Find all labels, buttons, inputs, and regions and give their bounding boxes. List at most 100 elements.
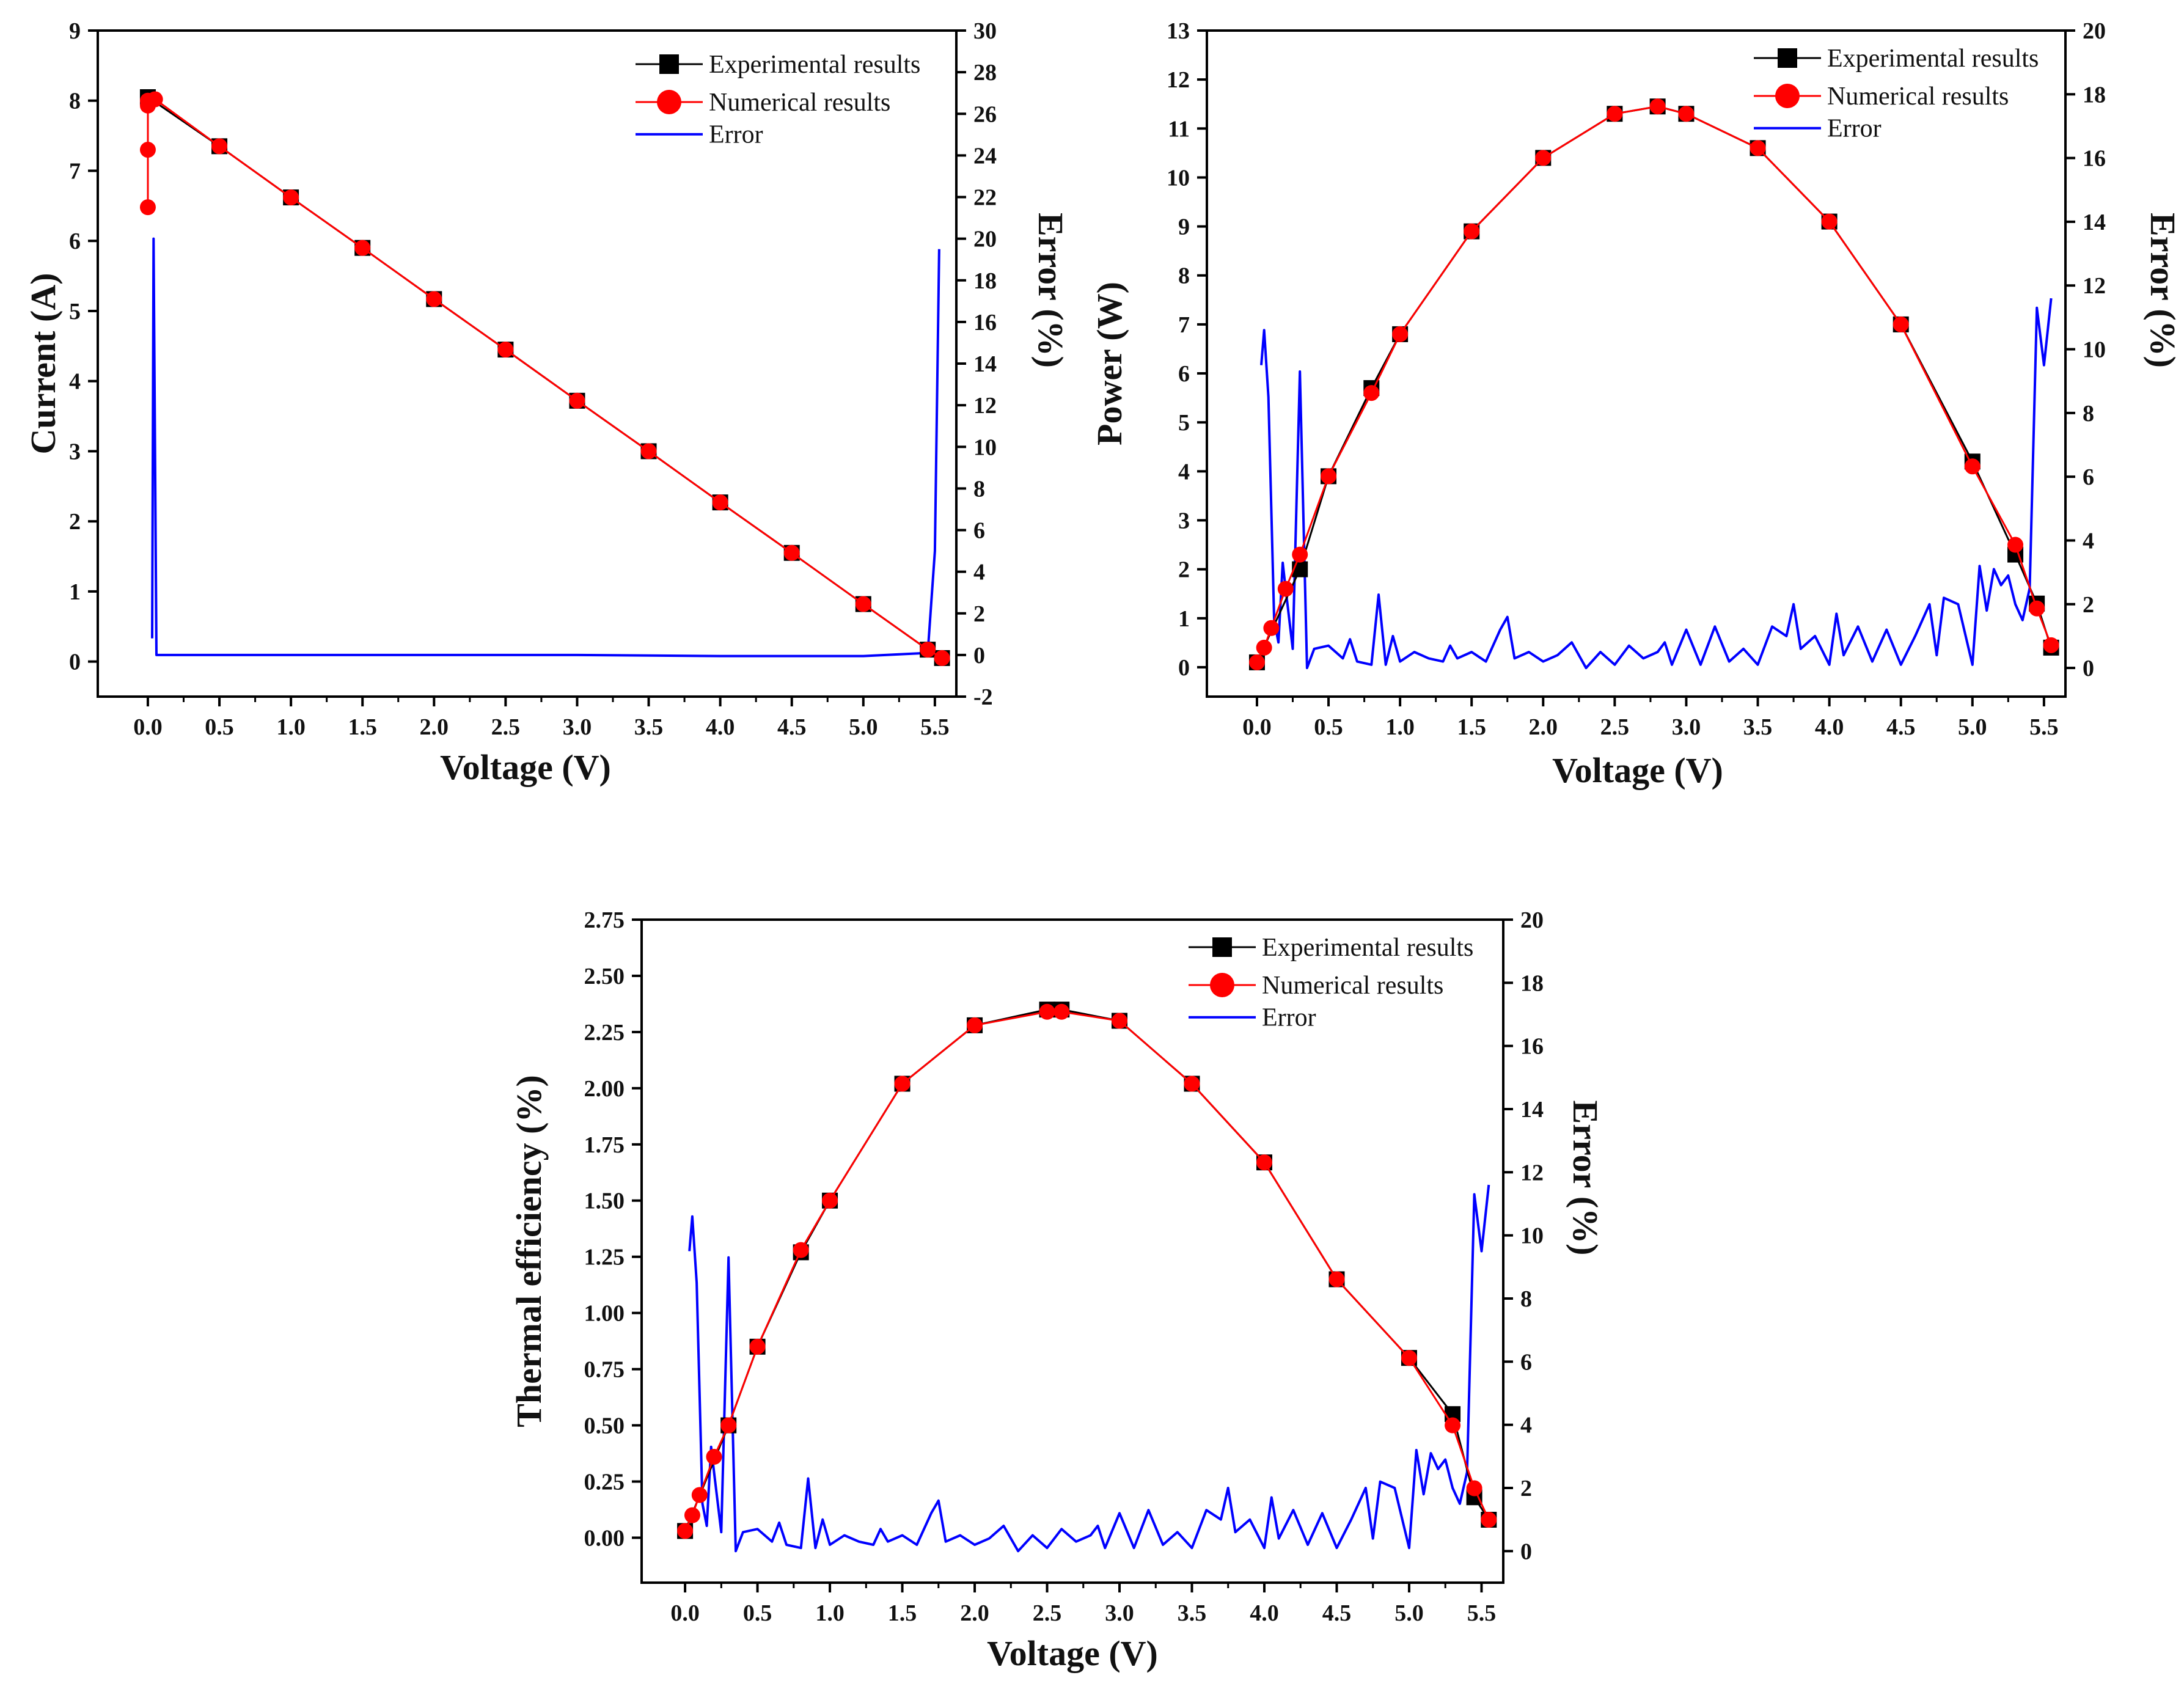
y2-tick-label: 14 (1520, 1097, 1544, 1123)
x-tick-label: 5.5 (1467, 1600, 1497, 1626)
legend-numerical-marker (1775, 84, 1800, 108)
numerical-line (1256, 105, 2052, 663)
numerical-point (2007, 537, 2024, 553)
y-tick-label: 2.25 (584, 1020, 625, 1046)
numerical-point (1256, 1154, 1272, 1171)
numerical-point (1678, 106, 1695, 122)
x-tick-label: 2.0 (960, 1600, 989, 1626)
y-tick-label: 13 (1167, 18, 1190, 44)
numerical-point (1750, 140, 1766, 156)
y2-tick-label: 0 (973, 643, 985, 669)
x-tick-label: 3.0 (1672, 714, 1701, 740)
x-tick-label: 5.0 (1394, 1600, 1424, 1626)
legend-experimental-label: Experimental results (1262, 934, 1473, 962)
numerical-point (1363, 385, 1380, 401)
legend-experimental-label: Experimental results (1827, 45, 2039, 73)
x-tick-label: 4.0 (706, 714, 735, 740)
y2-axis-title: Error (%) (1566, 1101, 1605, 1256)
chart-thermal: 0.0 0.5 1.0 1.5 2.0 2.5 3.0 3.5 4.0 4.5 5.0 5.5 0.00… (509, 907, 1605, 1673)
y2-tick-label: 14 (973, 351, 997, 377)
numerical-point (720, 1417, 737, 1434)
x-tick-label: 0.5 (1314, 714, 1343, 740)
y2-tick-label: 10 (1520, 1223, 1544, 1249)
y2-tick-label: 10 (973, 434, 997, 460)
x-tick-label: 1.5 (888, 1600, 917, 1626)
y2-tick-label: 18 (973, 268, 997, 294)
y-tick-label: 6 (69, 229, 81, 254)
x-tick-label: 2.0 (420, 714, 449, 740)
y2-tick-label: 4 (2083, 528, 2094, 554)
y-tick-label: 8 (69, 89, 81, 114)
y-tick-label: 5 (1178, 410, 1190, 436)
y-tick-label: 2.50 (584, 964, 625, 989)
legend-numerical-marker (657, 90, 681, 114)
x-tick-label: 4.5 (777, 714, 807, 740)
numerical-point (2029, 600, 2045, 617)
x-axis-title: Voltage (V) (1552, 750, 1723, 790)
legend-numerical-label: Numerical results (1262, 972, 1443, 1000)
y2-axis-title: Error (%) (1031, 213, 1071, 368)
numerical-point (684, 1507, 700, 1523)
y2-tick-label: 20 (2083, 18, 2106, 44)
error-line (688, 1184, 1490, 1553)
y-tick-label: 10 (1167, 165, 1190, 191)
numerical-point (1893, 316, 1909, 332)
x-tick-label: 3.5 (634, 714, 664, 740)
numerical-point (1649, 98, 1666, 115)
x-tick-label: 2.5 (1033, 1600, 1062, 1626)
numerical-point (1039, 1003, 1055, 1020)
numerical-point (283, 189, 299, 206)
legend-numerical-label: Numerical results (709, 89, 890, 117)
numerical-point (920, 642, 936, 658)
x-tick-label: 0.5 (205, 714, 234, 740)
x-axis-title: Voltage (V) (987, 1633, 1158, 1673)
x-tick-label: 4.0 (1250, 1600, 1279, 1626)
y-axis-title: Thermal efficiency (%) (509, 1075, 549, 1427)
y2-tick-label: 16 (973, 310, 997, 335)
x-tick-label: 5.0 (849, 714, 878, 740)
y-tick-label: 4 (69, 369, 81, 395)
y2-tick-label: 2 (973, 601, 985, 627)
legend: Experimental results Numerical results Err… (636, 51, 920, 149)
plot-frame (1206, 29, 2067, 698)
y-tick-label: 5 (69, 299, 81, 324)
y2-tick-label: 6 (1520, 1349, 1532, 1375)
numerical-point (749, 1338, 766, 1355)
numerical-point (1248, 654, 1265, 670)
y-tick-label: 8 (1178, 263, 1190, 289)
error-line (151, 237, 940, 658)
numerical-point (426, 291, 442, 307)
numerical-point (822, 1192, 838, 1209)
x-tick-label: 0.0 (133, 714, 163, 740)
y2-tick-label: 30 (973, 18, 997, 44)
numerical-point (1466, 1480, 1482, 1497)
y2-tick-label: 28 (973, 60, 997, 86)
y-tick-label: 2.75 (584, 907, 625, 933)
legend-error-label: Error (1262, 1004, 1316, 1032)
y-tick-label: 3 (1178, 508, 1190, 533)
y2-tick-label: 18 (2083, 82, 2106, 108)
numerical-point (1292, 546, 1308, 563)
y-tick-label: 0 (1178, 655, 1190, 681)
numerical-point (712, 494, 728, 511)
y2-axis-title: Error (%) (2143, 213, 2183, 368)
y2-tick-label: 6 (2083, 464, 2094, 490)
y-tick-label: 7 (1178, 312, 1190, 338)
y-tick-label: 2 (69, 509, 81, 535)
numerical-line (684, 1011, 1490, 1532)
y2-tick-label: 4 (973, 560, 985, 585)
y2-tick-label: 26 (973, 101, 997, 127)
y2-tick-label: 10 (2083, 337, 2106, 363)
y-tick-label: 9 (1178, 214, 1190, 240)
y2-tick-label: 20 (1520, 907, 1544, 933)
y2-tick-label: 6 (973, 518, 985, 544)
legend-error-label: Error (709, 121, 763, 149)
y-tick-label: 6 (1178, 361, 1190, 387)
numerical-point (894, 1075, 911, 1092)
numerical-point (1964, 458, 1981, 475)
numerical-point (354, 240, 371, 256)
numerical-point (1256, 639, 1272, 656)
legend-experimental-label: Experimental results (709, 51, 920, 79)
x-tick-label: 4.5 (1886, 714, 1916, 740)
